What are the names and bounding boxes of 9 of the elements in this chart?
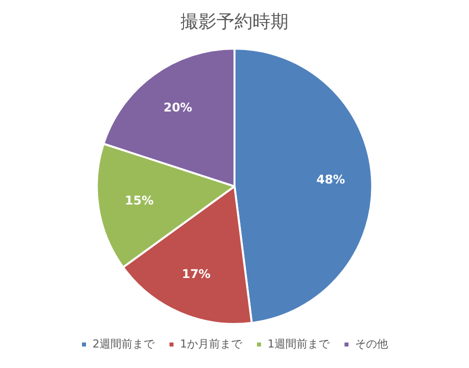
chart-title: 撮影予約時期: [180, 11, 288, 32]
legend-label: その他: [355, 337, 388, 350]
data-label: 20%: [163, 100, 192, 114]
legend-label: 1か月前まで: [180, 337, 243, 350]
legend-label: 1週間前まで: [268, 337, 330, 350]
data-label: 48%: [316, 172, 346, 186]
legend-label: 2週間前まで: [92, 337, 156, 350]
data-label: 15%: [124, 194, 154, 208]
data-label: 17%: [182, 266, 211, 281]
